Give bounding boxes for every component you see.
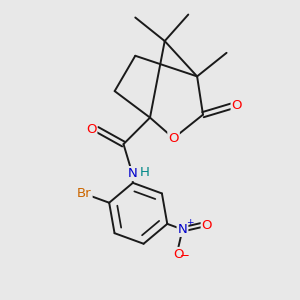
Text: N: N — [128, 167, 137, 180]
Text: O: O — [232, 99, 242, 112]
Text: N: N — [178, 223, 188, 236]
Text: O: O — [202, 218, 212, 232]
Text: +: + — [186, 218, 194, 226]
Text: H: H — [140, 166, 150, 178]
Text: O: O — [86, 123, 96, 136]
Text: Br: Br — [77, 187, 92, 200]
Text: O: O — [173, 248, 183, 261]
Text: O: O — [168, 132, 179, 145]
Text: −: − — [180, 248, 190, 262]
